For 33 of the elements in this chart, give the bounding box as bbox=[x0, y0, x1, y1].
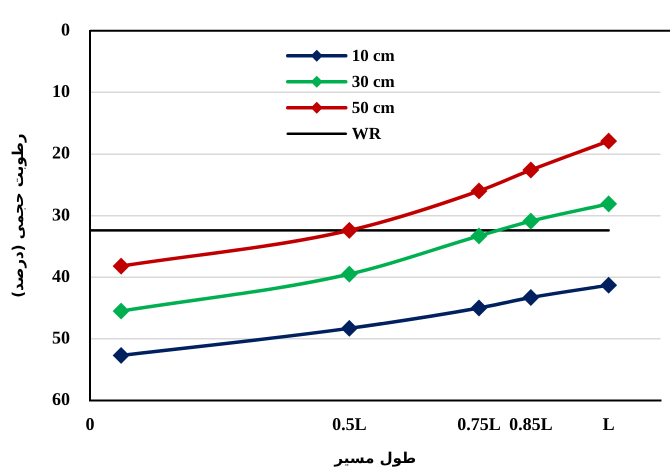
point bbox=[113, 348, 129, 364]
point bbox=[600, 196, 616, 212]
y-tick-label: 40 bbox=[52, 266, 70, 286]
point bbox=[600, 133, 616, 149]
y-tick-label: 60 bbox=[52, 389, 70, 410]
point bbox=[113, 303, 129, 319]
y-tick-label: 10 bbox=[52, 81, 70, 102]
y-axis-title: رطوبت حجمی (درصد) bbox=[8, 134, 27, 298]
point bbox=[600, 277, 616, 293]
point bbox=[342, 266, 358, 282]
x-tick-label: 0.5L bbox=[332, 414, 367, 434]
legend-label: WR bbox=[352, 124, 382, 144]
legend-label: 30 cm bbox=[352, 72, 395, 92]
point bbox=[523, 162, 539, 178]
y-tick-label: 0 bbox=[61, 19, 70, 40]
y-tick-label: 50 bbox=[52, 327, 70, 348]
x-tick-label: 0 bbox=[86, 414, 94, 434]
x-tick-label: L bbox=[602, 414, 615, 434]
y-tick-label: 30 bbox=[52, 204, 70, 224]
point bbox=[342, 320, 358, 336]
x-tick-label: 0.85L bbox=[509, 414, 553, 434]
point bbox=[113, 258, 129, 274]
x-axis-title: طول مسیر bbox=[333, 448, 416, 467]
point bbox=[523, 290, 539, 306]
x-tick-label: 0.75L bbox=[457, 414, 501, 434]
point bbox=[342, 222, 358, 238]
point bbox=[471, 183, 487, 199]
legend-label: 50 cm bbox=[352, 98, 395, 118]
point bbox=[471, 228, 487, 244]
legend-label: 10 cm bbox=[352, 46, 395, 66]
y-tick-label: 20 bbox=[52, 142, 70, 163]
point bbox=[471, 300, 487, 316]
point bbox=[523, 213, 539, 229]
